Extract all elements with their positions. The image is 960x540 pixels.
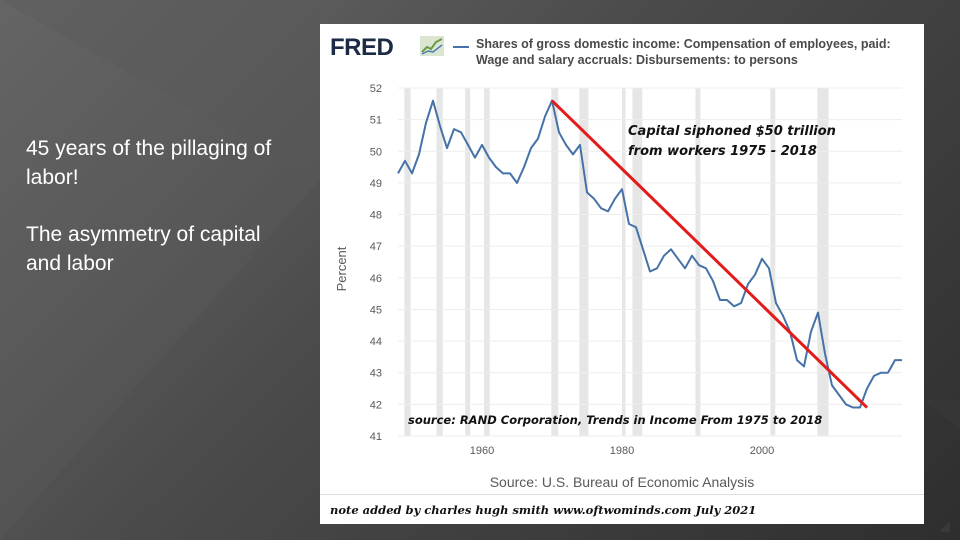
- y-tick-label: 48: [370, 210, 382, 222]
- recession-band: [436, 88, 443, 436]
- y-tick-label: 41: [370, 431, 382, 443]
- y-tick-label: 46: [370, 273, 382, 285]
- slide-text: 45 years of the pillaging of labor! The …: [26, 134, 286, 306]
- slide-subheading: The asymmetry of capital and labor: [26, 223, 261, 275]
- gridlines: [398, 87, 902, 437]
- y-axis-label: Percent: [334, 246, 349, 291]
- recession-band: [551, 88, 559, 436]
- recession-band: [484, 88, 490, 436]
- author-note: note added by charles hugh smith www.oft…: [320, 494, 924, 524]
- y-tick-label: 43: [370, 368, 382, 380]
- slide-corner-mark: ◢: [939, 517, 950, 533]
- y-tick-label: 52: [370, 83, 382, 95]
- annotation-siphoned-line2: from workers 1975 - 2018: [628, 144, 817, 159]
- recession-band: [622, 88, 626, 436]
- line-chart: 41 42 43 44 45 46 47 48 49 50 51 52 1960 1980 2000 Per…: [334, 83, 902, 457]
- fred-chart-icon: [420, 36, 444, 56]
- annotation-siphoned-line1: Capital siphoned $50 trillion: [628, 124, 836, 139]
- recession-band: [465, 88, 471, 436]
- y-tick-label: 51: [370, 115, 382, 127]
- y-tick-label: 42: [370, 399, 382, 411]
- y-tick-label: 50: [370, 146, 382, 158]
- fred-chart-card: FRED Shares of gross domestic income: Co…: [320, 24, 924, 524]
- y-tick-label: 49: [370, 178, 382, 190]
- legend-series-label: Shares of gross domestic income: Compens…: [476, 37, 891, 67]
- series: [397, 99, 902, 409]
- source-line: Source: U.S. Bureau of Economic Analysis: [489, 474, 755, 490]
- series-line: [397, 99, 902, 409]
- recession-band: [579, 88, 589, 436]
- y-tick-label: 45: [370, 304, 382, 316]
- fred-logo: FRED: [330, 34, 394, 61]
- y-tick-label: 47: [370, 241, 382, 253]
- recession-band: [770, 88, 776, 436]
- recession-band: [695, 88, 701, 436]
- slide-heading: 45 years of the pillaging of labor!: [26, 137, 272, 189]
- trendline: [550, 99, 869, 409]
- x-tick-label: 1960: [470, 445, 494, 457]
- legend-series-swatch: [453, 46, 469, 48]
- trendline-annotation: [550, 99, 869, 409]
- recession-band: [404, 88, 411, 436]
- x-tick-label: 2000: [750, 445, 774, 457]
- recession-band: [632, 88, 643, 436]
- axes: 41 42 43 44 45 46 47 48 49 50 51 52 1960 1980 2000: [370, 83, 774, 457]
- y-tick-label: 44: [370, 336, 382, 348]
- recession-band: [817, 88, 829, 436]
- annotation-source-rand: source: RAND Corporation, Trends in Inco…: [408, 413, 822, 427]
- x-tick-label: 1980: [610, 445, 634, 457]
- recession-shading: [404, 88, 829, 436]
